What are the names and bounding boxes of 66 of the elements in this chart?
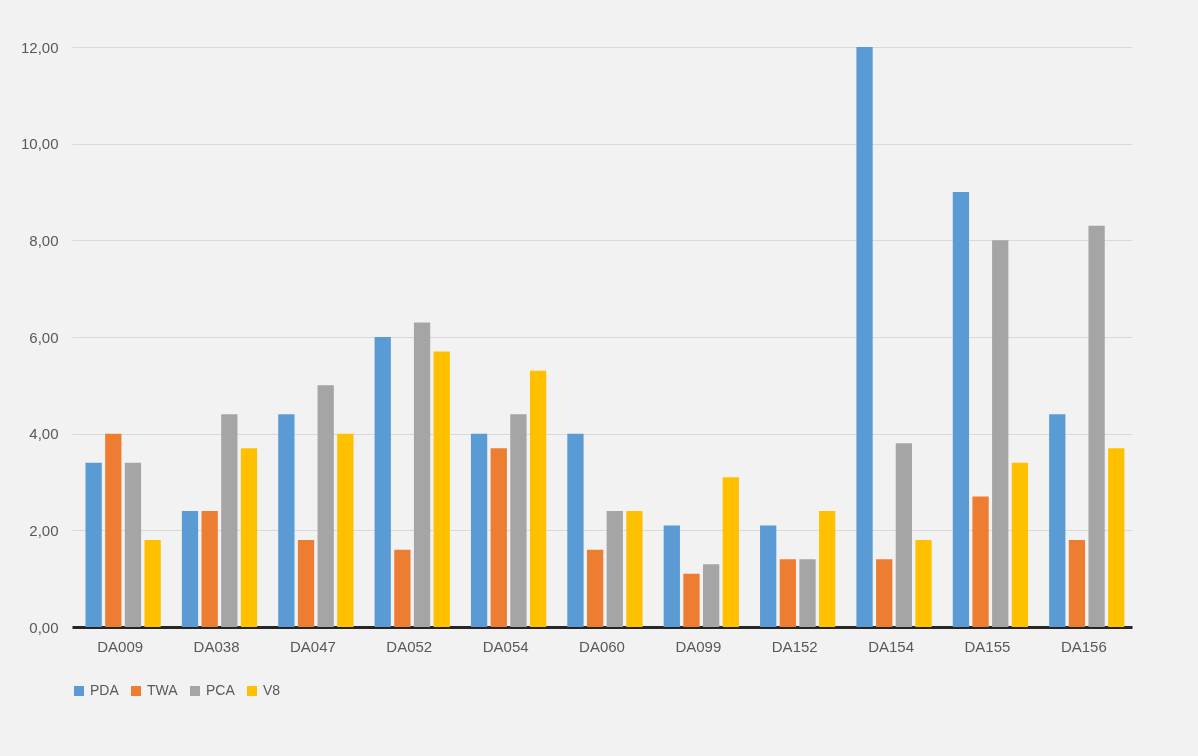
bar	[586, 549, 604, 627]
legend-label: TWA	[147, 682, 179, 698]
y-tick-label: 4,00	[29, 425, 59, 443]
bar	[221, 414, 238, 627]
x-tick-label: DA054	[482, 637, 529, 655]
bar	[433, 351, 450, 627]
x-tick-label: DA154	[868, 637, 915, 655]
bar	[1049, 414, 1066, 627]
bar	[663, 525, 680, 627]
bar	[201, 511, 218, 627]
bar	[529, 370, 547, 627]
bar	[992, 240, 1009, 627]
bar	[760, 525, 777, 627]
bar	[510, 414, 527, 627]
bar	[1108, 448, 1125, 627]
x-tick-label: DA038	[193, 637, 240, 655]
bar	[1011, 462, 1029, 627]
x-tick-label: DA152	[771, 637, 818, 655]
bar	[567, 433, 584, 627]
legend-label: PCA	[206, 682, 236, 698]
bar	[413, 322, 431, 627]
bar	[297, 540, 315, 627]
bar	[144, 540, 161, 627]
bar	[606, 511, 623, 627]
bar	[490, 448, 507, 627]
legend-label: PDA	[90, 682, 120, 698]
x-tick-label: DA099	[675, 637, 722, 655]
bar	[124, 462, 142, 627]
bar	[337, 433, 354, 627]
y-tick-label: 10,00	[20, 135, 59, 153]
y-tick-label: 0,00	[29, 618, 59, 636]
bar	[876, 559, 893, 627]
bar	[394, 549, 411, 627]
bar	[626, 511, 643, 627]
x-tick-label: DA155	[964, 637, 1011, 655]
y-tick-label: 8,00	[29, 231, 59, 249]
bar	[1088, 225, 1105, 627]
y-tick-label: 6,00	[29, 328, 59, 346]
bar	[972, 496, 989, 627]
bar	[1068, 540, 1086, 627]
x-tick-label: DA156	[1060, 637, 1107, 655]
bar	[819, 511, 836, 627]
bar	[317, 385, 334, 627]
x-tick-label: DA060	[579, 637, 625, 655]
bar	[278, 414, 295, 627]
bar	[952, 192, 970, 627]
bar	[856, 47, 873, 627]
bar	[105, 433, 122, 627]
bar	[722, 477, 739, 627]
bar	[240, 448, 258, 627]
bar	[703, 564, 720, 627]
y-tick-label: 2,00	[29, 521, 59, 539]
bar	[799, 559, 816, 627]
bar	[374, 337, 391, 627]
x-tick-label: DA009	[97, 637, 144, 655]
bar	[85, 462, 102, 627]
bar	[181, 511, 199, 627]
bar	[915, 540, 932, 627]
bar	[895, 443, 913, 627]
y-tick-label: 12,00	[20, 38, 59, 56]
bar	[683, 573, 700, 627]
x-tick-label: DA052	[386, 637, 433, 655]
legend-label: V8	[263, 682, 281, 698]
x-tick-label: DA047	[289, 637, 336, 655]
bar	[779, 559, 796, 627]
bar	[470, 433, 488, 627]
